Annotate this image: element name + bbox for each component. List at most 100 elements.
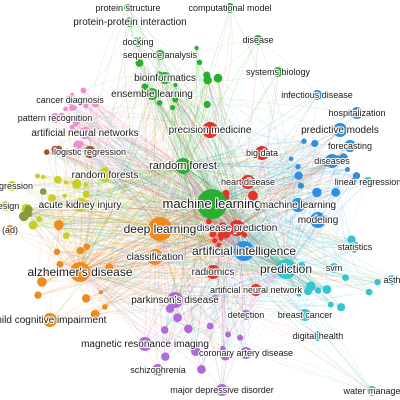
node-protein-structure[interactable] [124, 4, 132, 12]
node-disease[interactable] [253, 35, 263, 45]
node-forecasting[interactable] [344, 140, 356, 152]
node-alzheimers-disease[interactable] [70, 262, 90, 282]
node-label-regression: regression [0, 181, 33, 191]
network-edge [46, 77, 219, 153]
node-computational-model[interactable] [225, 3, 235, 13]
node-deep-learning[interactable] [148, 217, 172, 241]
network-edge [79, 204, 309, 292]
node-label-mild-cognitive-impairment: mild cognitive impairment [0, 315, 107, 326]
node-statistics[interactable] [350, 242, 360, 252]
network-edge [217, 78, 292, 159]
network-edge [41, 250, 245, 283]
node-mild-cognitive-impairment[interactable] [43, 313, 57, 327]
node-svm[interactable] [329, 263, 339, 273]
network-edge [159, 228, 319, 337]
network-node-dot [304, 287, 312, 296]
node-machine-learning-2[interactable] [291, 198, 305, 212]
network-edge [243, 152, 263, 252]
node-major-depressive-disorder[interactable] [216, 384, 228, 396]
node-bioinformatics[interactable] [159, 72, 171, 84]
network-edge [69, 99, 287, 270]
network-edge [236, 175, 299, 229]
node-regression[interactable] [7, 181, 17, 191]
network-edge [89, 151, 220, 246]
node-modeling[interactable] [310, 212, 326, 228]
network-edge [159, 228, 287, 270]
node-magnetic-resonance-imaging[interactable] [138, 337, 152, 351]
node-asthma[interactable] [387, 275, 397, 285]
node-digital-health[interactable] [313, 331, 323, 341]
node-breast-cancer[interactable] [299, 309, 311, 321]
network-node-dot [160, 326, 169, 334]
node-radiomics[interactable] [206, 265, 220, 279]
network-node-dot [24, 205, 33, 214]
node-systems-biology[interactable] [273, 67, 283, 77]
node-random-forests[interactable] [98, 168, 112, 182]
network-edge [144, 279, 393, 345]
node-label-bioinformatics: bioinformatics [134, 73, 196, 84]
network-edge [79, 84, 176, 273]
node-cancer-diagnosis[interactable] [65, 95, 75, 105]
network-edge [86, 193, 287, 270]
node-artificial-intelligence[interactable] [234, 241, 254, 261]
node-ensemble-learning[interactable] [146, 88, 158, 100]
node-design[interactable] [1, 201, 11, 211]
node-label-logistic-regression: logistic regression [54, 147, 126, 157]
network-edge [164, 250, 245, 331]
node-infectious-disease[interactable] [312, 90, 322, 100]
node-classification[interactable] [147, 249, 163, 265]
node-linear-regression[interactable] [363, 177, 373, 187]
network-edge [58, 224, 327, 290]
network-edge [79, 62, 140, 273]
network-edge [211, 203, 306, 316]
node-diseases[interactable] [325, 154, 339, 168]
node-heart-disease[interactable] [241, 175, 255, 189]
network-edge [58, 165, 184, 226]
node-protein-protein-interaction[interactable] [125, 17, 135, 27]
network-node-dot [218, 236, 224, 241]
network-node-dot [141, 83, 149, 91]
network-edge [85, 94, 318, 109]
node-docking[interactable] [133, 37, 143, 47]
network-edge [108, 41, 139, 268]
network-node-dot [314, 287, 322, 294]
network-edge [33, 165, 184, 226]
network-edge [175, 99, 238, 229]
network-edge [182, 165, 370, 293]
network-edge [182, 152, 263, 168]
node-predictive-models[interactable] [333, 123, 347, 137]
network-edge [182, 47, 198, 167]
network-node-dot [331, 188, 341, 197]
node-random-forest[interactable] [175, 158, 191, 174]
network-edge [39, 196, 213, 220]
node-prediction[interactable] [276, 259, 296, 279]
network-edge [144, 228, 161, 345]
network-edge [77, 144, 238, 229]
node-artificial-neural-network[interactable] [250, 284, 262, 296]
network-edge [79, 271, 202, 370]
network-edge [41, 203, 213, 283]
network-edge [40, 108, 66, 321]
node-ad[interactable] [5, 225, 15, 235]
node-pattern-recognition[interactable] [50, 113, 60, 123]
network-edge [79, 221, 210, 273]
node-acute-kidney-injury[interactable] [73, 198, 87, 212]
node-artificial-neural-networks[interactable] [79, 127, 91, 139]
network-edge [79, 271, 319, 337]
node-detection[interactable] [241, 310, 251, 320]
node-disease-prediction[interactable] [229, 220, 245, 236]
node-sequence-analysis[interactable] [155, 50, 165, 60]
node-logistic-regression[interactable] [84, 146, 96, 158]
node-coronary-artery-disease[interactable] [240, 347, 252, 359]
node-schizophrenia[interactable] [152, 364, 164, 376]
node-water-management[interactable] [367, 386, 377, 396]
network-edge [182, 7, 231, 167]
network-node-dot [53, 248, 61, 255]
node-parkinsons-disease[interactable] [167, 292, 183, 308]
node-machine-learning[interactable] [197, 189, 227, 219]
network-node-dot [39, 188, 47, 195]
node-hospitalization[interactable] [351, 107, 363, 119]
node-big-data[interactable] [255, 146, 269, 160]
node-precision-medicine[interactable] [202, 122, 218, 138]
